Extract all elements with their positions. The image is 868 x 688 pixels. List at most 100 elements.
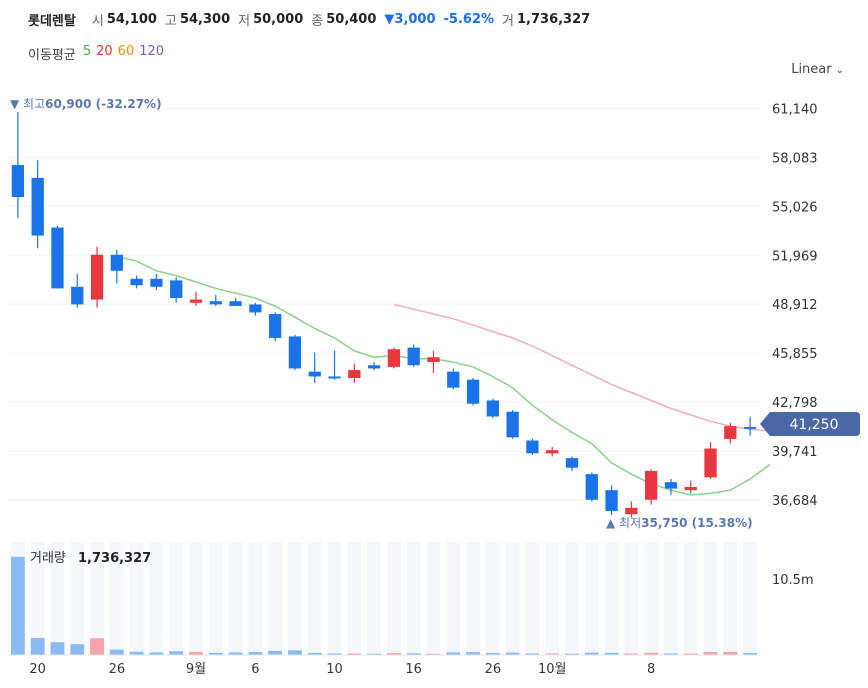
current-price-text: 41,250	[790, 417, 839, 433]
candle	[387, 347, 401, 369]
high-annotation: ▼ 최고60,900 (-32.27%)	[10, 97, 162, 111]
volume-bar	[485, 652, 500, 655]
volume-header-label: 거	[502, 13, 514, 29]
price-axis: 61,140 58,083 55,026 51,969 48,912 45,855 42,7…	[772, 102, 818, 509]
volume-bar	[208, 652, 223, 655]
candle	[288, 334, 302, 371]
low-annotation-prefix: ▲	[606, 516, 619, 530]
candle-body	[229, 301, 242, 306]
volume-column-bg	[664, 542, 678, 655]
ma-5-toggle[interactable]: 5	[82, 44, 92, 59]
volume-bar	[386, 653, 401, 655]
volume-column-bg	[208, 542, 223, 655]
candle-body	[546, 450, 559, 454]
ma-60-toggle[interactable]: 60	[117, 44, 135, 59]
volume-column-bg	[268, 542, 283, 655]
volume-column-bg	[189, 542, 203, 655]
ma20-line	[393, 303, 770, 432]
volume-bar	[10, 556, 25, 655]
volume-column-bg	[90, 542, 104, 655]
candle-body	[170, 280, 183, 298]
volume-bar	[129, 651, 144, 655]
candle	[269, 312, 282, 342]
volume-bar	[169, 651, 184, 655]
x-tick-label: 10	[326, 662, 343, 677]
volume-bar	[307, 652, 322, 655]
candle	[249, 302, 262, 316]
volume-bar	[189, 652, 203, 655]
volume-value: 1,736,327	[78, 551, 151, 566]
open-label: 시	[91, 13, 104, 29]
scale-toggle[interactable]: Linear ⌄	[791, 62, 844, 77]
volume-column-bg	[723, 542, 738, 655]
candle-body	[407, 347, 420, 366]
candle-body	[150, 278, 163, 287]
ma-120-toggle[interactable]: 120	[139, 44, 165, 59]
candles	[11, 112, 757, 518]
candle-body	[328, 376, 341, 379]
ma-legend-title: 이동평균	[28, 48, 76, 63]
candle-body	[664, 482, 678, 489]
candle-body	[51, 227, 64, 289]
volume-bar	[703, 652, 718, 655]
candle	[724, 422, 737, 444]
candle	[684, 480, 697, 494]
close-value: 50,400	[326, 11, 377, 27]
change-value: ▼3,000	[384, 11, 436, 27]
candle-body	[249, 304, 262, 313]
candle-body	[466, 379, 480, 404]
volume-bar	[525, 653, 540, 655]
volume-bar	[584, 652, 599, 655]
candle	[328, 350, 341, 380]
candle-body	[625, 507, 638, 515]
x-tick-label: 16	[405, 662, 422, 677]
ma-20-toggle[interactable]: 20	[96, 44, 113, 59]
candle-body	[447, 371, 460, 388]
volume-bar	[565, 653, 579, 656]
candle-body	[288, 336, 302, 369]
volume-column-bg	[169, 542, 184, 655]
chevron-down-icon: ⌄	[835, 65, 844, 76]
volume-column-bg	[683, 542, 698, 655]
volume-bar	[406, 653, 421, 655]
candle-body	[684, 486, 697, 491]
date-axis: 20 26 9월 6 10 16 26 10월 8	[29, 662, 655, 677]
low-annotation-pct: (15.38%)	[692, 516, 753, 530]
candle	[466, 378, 480, 406]
volume-header-value: 1,736,327	[517, 11, 591, 27]
volume-bar	[248, 652, 263, 655]
volume-column-bg	[485, 542, 500, 655]
volume-column-bg	[109, 542, 124, 655]
candle	[645, 469, 658, 505]
volume-bar	[545, 653, 560, 656]
candle	[110, 249, 123, 284]
volume-column-bg	[406, 542, 421, 655]
change-percent: -5.62%	[443, 11, 495, 27]
candle	[71, 273, 84, 308]
candle-body	[348, 370, 361, 379]
candle	[427, 350, 440, 374]
x-tick-label: 9월	[186, 662, 206, 677]
candle-body	[209, 301, 222, 305]
low-annotation-value: 35,750	[641, 516, 691, 530]
volume-column-bg	[446, 542, 461, 655]
y-tick-label: 42,798	[772, 396, 818, 411]
high-annotation-prefix: ▼	[10, 97, 23, 111]
volume-column-bg	[327, 542, 342, 655]
candle	[664, 478, 678, 495]
candle	[31, 160, 44, 249]
x-tick-label: 20	[29, 662, 46, 677]
volume-column-bg	[367, 542, 382, 655]
volume-column-bg	[50, 542, 65, 655]
stock-name: 롯데렌탈	[28, 13, 76, 29]
close-label: 종	[311, 13, 324, 29]
ma5-line	[116, 255, 771, 496]
candle	[11, 112, 25, 218]
y-tick-label: 48,912	[772, 298, 818, 313]
y-tick-label: 55,026	[772, 200, 818, 215]
candle-body	[110, 254, 123, 271]
volume-bar	[604, 652, 619, 655]
candle	[486, 398, 499, 419]
candle	[585, 472, 598, 502]
